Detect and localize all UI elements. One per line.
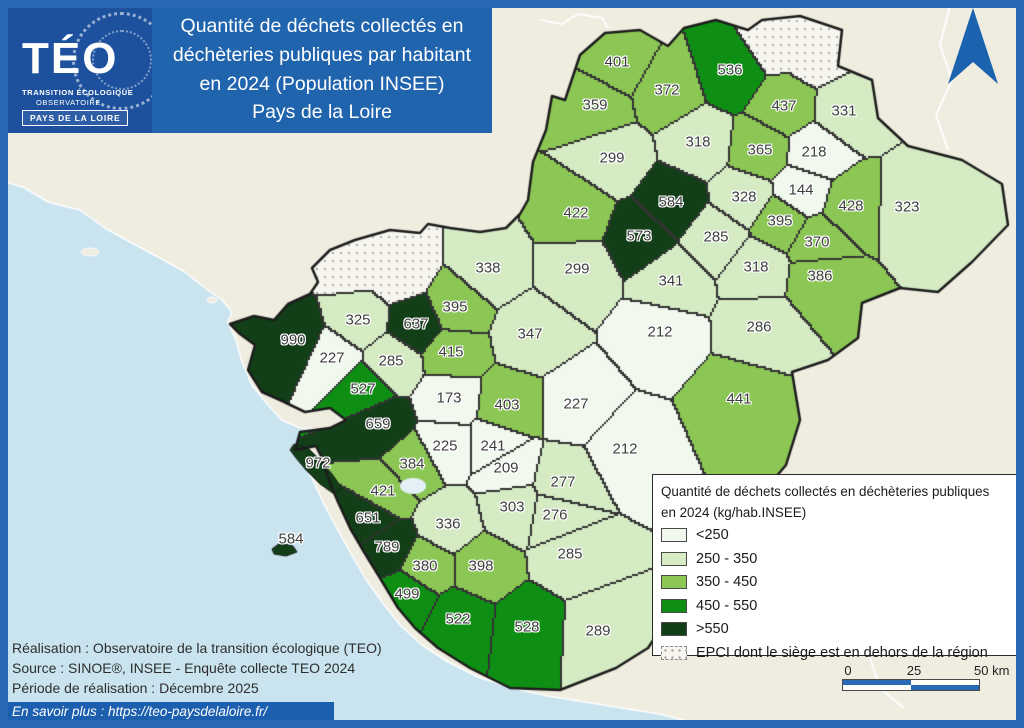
legend-swatch: [661, 622, 687, 637]
legend-swatch: [661, 528, 687, 543]
map-title-line: Pays de la Loire: [252, 101, 392, 124]
legend-swatch: [661, 598, 687, 613]
scale-tick-25: 25: [906, 663, 922, 678]
legend-item: 350 - 450: [661, 571, 1017, 595]
map-title-line: Quantité de déchets collectés en: [180, 14, 464, 37]
credit-realisation: Réalisation : Observatoire de la transit…: [12, 640, 382, 656]
legend-swatch: [661, 551, 687, 566]
legend-item: <250: [661, 524, 1017, 548]
more-info-link[interactable]: En savoir plus : https://teo-paysdelaloi…: [8, 702, 334, 721]
legend-item: 450 - 550: [661, 594, 1017, 618]
logo-subtitle-2: OBSERVATOIRE: [36, 98, 101, 107]
legend-label: EPCI dont le siège est en dehors de la r…: [696, 644, 988, 661]
map-title: Quantité de déchets collectés en déchète…: [152, 6, 492, 133]
scale-bar-graphic: [842, 679, 980, 691]
map-title-line: déchèteries publiques par habitant: [172, 43, 472, 66]
map-title-line: en 2024 (Population INSEE): [199, 72, 445, 95]
legend-label: 250 - 350: [696, 550, 758, 567]
legend-rows: <250 250 - 350 350 - 450 450 - 550 >550 EPCI …: [661, 524, 1017, 665]
north-arrow-icon: [948, 8, 998, 84]
scale-tick-0: 0: [844, 663, 852, 678]
logo-dot-ring-icon: [92, 30, 152, 90]
legend-item: 250 - 350: [661, 547, 1017, 571]
legend-label: 450 - 550: [696, 597, 758, 614]
logo-subtitle-1: TRANSITION ÉCOLOGIQUE: [22, 88, 134, 97]
legend-label: 350 - 450: [696, 574, 758, 591]
legend-swatch: [661, 645, 687, 660]
logo-region-badge: PAYS DE LA LOIRE: [22, 110, 129, 126]
teo-logo: TÉO TRANSITION ÉCOLOGIQUE OBSERVATOIRE P…: [6, 6, 152, 133]
credit-period: Période de réalisation : Décembre 2025: [12, 680, 259, 696]
scale-bar-ticks: 0 25 50 km: [842, 663, 1009, 679]
legend-label: >550: [696, 621, 729, 638]
legend-swatch: [661, 575, 687, 590]
legend-item: EPCI dont le siège est en dehors de la r…: [661, 641, 1017, 665]
legend: Quantité de déchets collectés en déchète…: [652, 474, 1018, 661]
scale-tick-50: 50 km: [974, 663, 1010, 678]
legend-title-line2: en 2024 (kg/hab.INSEE): [661, 504, 807, 520]
scale-bar: 0 25 50 km: [842, 663, 1009, 691]
legend-title-line1: Quantité de déchets collectés en déchète…: [661, 484, 990, 499]
credit-source: Source : SINOE®, INSEE - Enquête collect…: [12, 660, 356, 676]
logo-acronym: TÉO: [22, 34, 119, 83]
legend-item: >550: [661, 618, 1017, 642]
logo-dot-ring-icon: [72, 12, 152, 110]
legend-label: <250: [696, 527, 729, 544]
